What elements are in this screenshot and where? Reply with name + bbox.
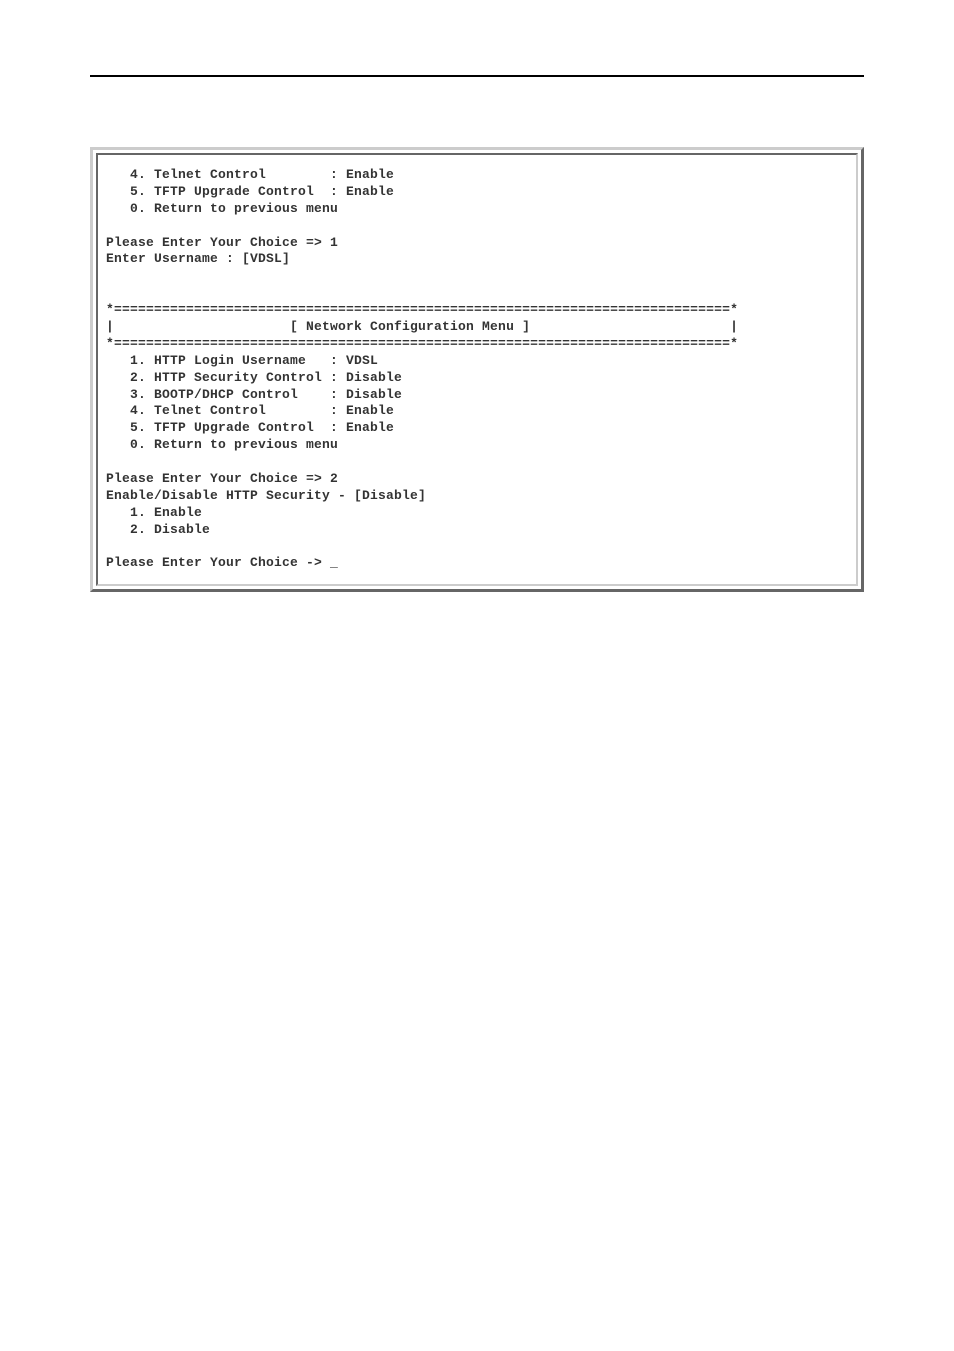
prompt-1-text: Please Enter Your Choice =>: [106, 235, 330, 250]
menu2-item-3: 3. BOOTP/DHCP Control :: [106, 387, 346, 402]
terminal-window: 4. Telnet Control : Enable 5. TFTP Upgra…: [90, 147, 864, 592]
menu-item-5: 5. TFTP Upgrade Control :: [106, 184, 346, 199]
menu-item-0: 0. Return to previous menu: [106, 201, 338, 216]
menu2-item-1: 1. HTTP Login Username :: [106, 353, 346, 368]
menu-title: | [ Network Configuration Menu ] |: [106, 319, 738, 334]
prompt-1-choice: 1: [330, 235, 338, 250]
terminal-inner-frame: 4. Telnet Control : Enable 5. TFTP Upgra…: [96, 153, 858, 586]
menu-border-bottom: *=======================================…: [106, 336, 738, 351]
menu2-item-3-value: Disable: [346, 387, 402, 402]
menu-item-5-value: Enable: [346, 184, 394, 199]
page-header-divider: [90, 75, 864, 77]
prompt-2-text: Please Enter Your Choice =>: [106, 471, 330, 486]
prompt-3-text: Please Enter Your Choice ->: [106, 555, 330, 570]
terminal-output: 4. Telnet Control : Enable 5. TFTP Upgra…: [106, 167, 848, 572]
menu2-item-5: 5. TFTP Upgrade Control :: [106, 420, 346, 435]
menu2-item-1-value: VDSL: [346, 353, 378, 368]
menu2-item-5-value: Enable: [346, 420, 394, 435]
menu-item-4-value: Enable: [346, 167, 394, 182]
cursor[interactable]: _: [330, 555, 338, 570]
submenu-item-2: 2. Disable: [106, 522, 210, 537]
menu2-item-0: 0. Return to previous menu: [106, 437, 338, 452]
submenu-item-1: 1. Enable: [106, 505, 202, 520]
username-value: [VDSL]: [242, 251, 290, 266]
menu-item-4: 4. Telnet Control :: [106, 167, 346, 182]
menu2-item-2-value: Disable: [346, 370, 402, 385]
menu2-item-4-value: Enable: [346, 403, 394, 418]
prompt-2-choice: 2: [330, 471, 338, 486]
username-prompt: Enter Username :: [106, 251, 242, 266]
menu-border-top: *=======================================…: [106, 302, 738, 317]
menu2-item-4: 4. Telnet Control :: [106, 403, 346, 418]
http-security-value: [Disable]: [354, 488, 426, 503]
menu2-item-2: 2. HTTP Security Control :: [106, 370, 346, 385]
http-security-prompt: Enable/Disable HTTP Security -: [106, 488, 354, 503]
